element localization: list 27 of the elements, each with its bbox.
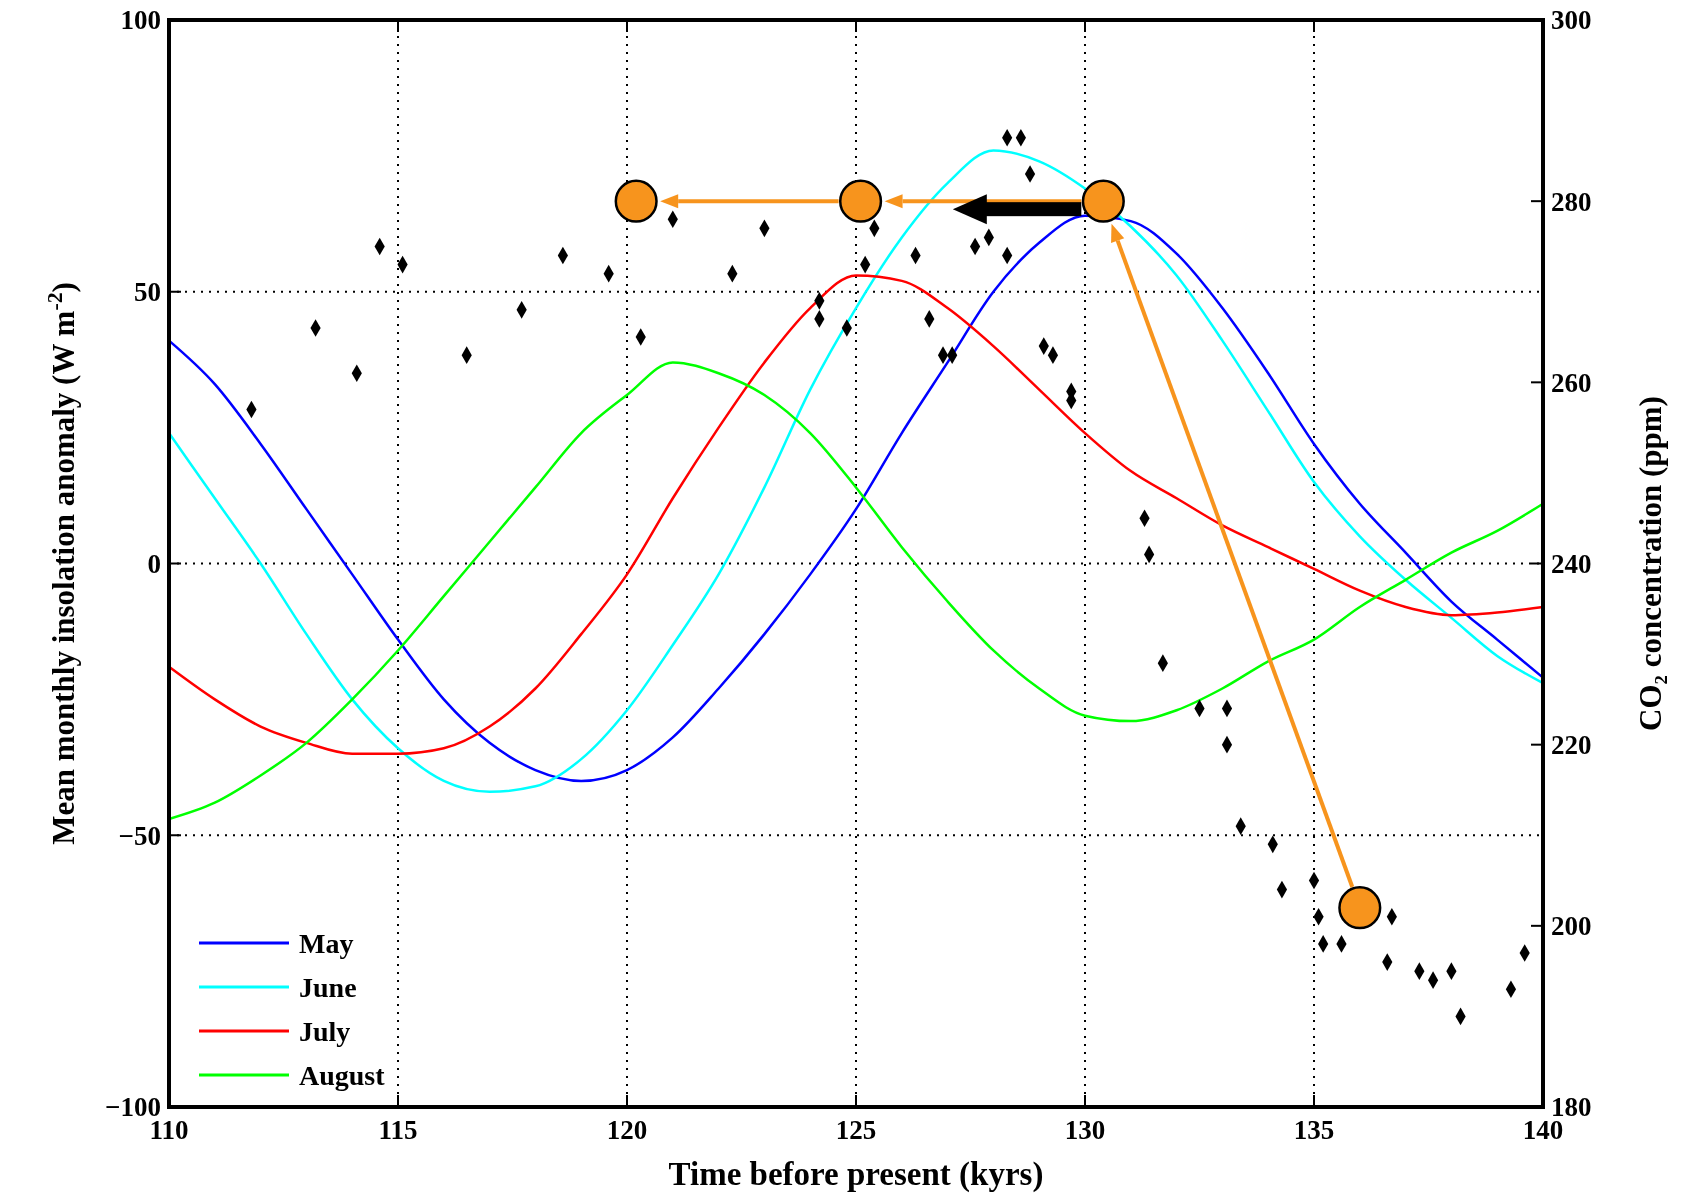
x-tick-label: 115 [378, 1115, 418, 1145]
legend-label: June [299, 971, 357, 1003]
y2-tick-label: 300 [1551, 5, 1592, 36]
y2-tick-label: 280 [1551, 186, 1592, 217]
y2-tick-label: 260 [1551, 367, 1592, 398]
x-tick-label: 125 [835, 1115, 877, 1145]
point [1081, 179, 1125, 223]
y2-tick-label: 240 [1551, 548, 1592, 579]
x-tick-label: 110 [149, 1115, 189, 1145]
x-tick-label: 120 [606, 1115, 648, 1145]
x-axis-title: Time before present (kyrs) [668, 1156, 1044, 1193]
x-tick-label: 130 [1064, 1115, 1106, 1145]
y-tick-label: −50 [118, 820, 161, 851]
y2-tick-label: 200 [1551, 911, 1592, 942]
y-tick-label: 0 [147, 548, 161, 579]
legend-label: August [299, 1059, 386, 1091]
y2-tick-label: 220 [1551, 730, 1592, 761]
y-tick-label: 50 [134, 277, 161, 308]
y-tick-label: 100 [120, 5, 161, 36]
x-tick-label: 140 [1522, 1115, 1564, 1145]
legend-label: July [299, 1015, 351, 1047]
point [838, 179, 883, 223]
point [614, 179, 658, 223]
point [1338, 886, 1382, 930]
y2-axis-title: CO₂ concentration (ppm) [1633, 396, 1668, 731]
legend-label: May [299, 927, 354, 959]
x-tick-label: 135 [1293, 1115, 1335, 1145]
